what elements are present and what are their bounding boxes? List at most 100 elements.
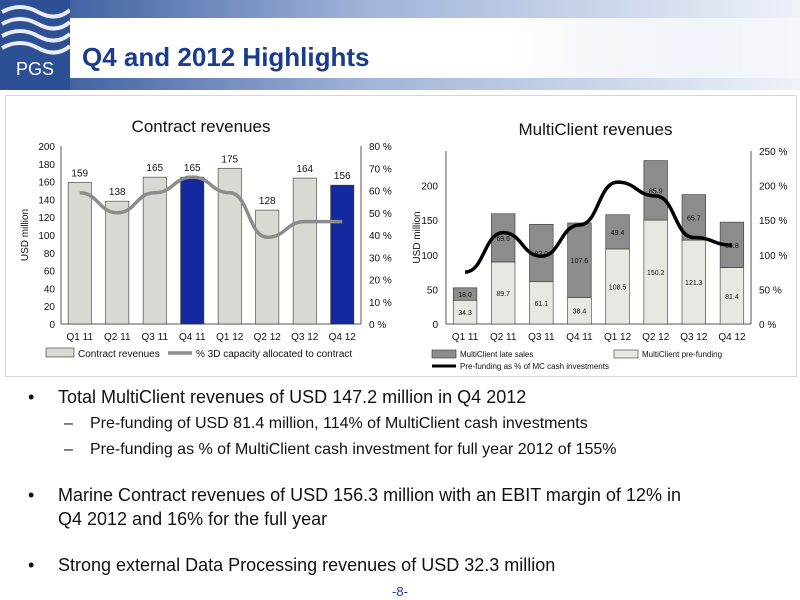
contract-y-tick: 100 xyxy=(38,231,55,242)
multiclient-late-sales-bar xyxy=(452,287,478,301)
multiclient-y-tick: 50 xyxy=(427,285,439,296)
multiclient-prefunding-pct-line xyxy=(464,180,732,274)
bullet-dot-1: • xyxy=(28,387,35,407)
contract-bar-label: 138 xyxy=(109,187,126,198)
contract-y-tick: 0 xyxy=(49,320,55,331)
contract-y-label: USD million xyxy=(20,209,31,261)
contract-y-tick: 80 xyxy=(44,249,56,260)
multiclient-late-sales-label: 85.9 xyxy=(649,188,663,195)
contract-x-tick: Q3 11 xyxy=(142,332,169,343)
multiclient-y2-tick: 200 % xyxy=(759,182,787,193)
multiclient-y-tick: 150 xyxy=(421,216,438,227)
contract-bar-label: 165 xyxy=(184,163,201,174)
multiclient-prefunding-label: 38.4 xyxy=(573,309,587,316)
multiclient-prefunding-label: 34.3 xyxy=(458,310,472,317)
contract-bar-label: 165 xyxy=(146,163,163,174)
contract-bar xyxy=(105,200,130,325)
contract-bar-label: 175 xyxy=(221,154,238,165)
contract-bar xyxy=(292,177,317,325)
contract-y2-tick: 10 % xyxy=(369,298,392,309)
multiclient-prefunding-label: 81.4 xyxy=(725,294,739,301)
contract-y-tick: 180 xyxy=(38,160,55,171)
charts-panel: Contract revenues 0 20 40 60 80 100 120 140 160 18… xyxy=(5,95,797,377)
bullet-3: Strong external Data Processing revenues… xyxy=(58,555,556,575)
contract-y-tick: 140 xyxy=(38,195,55,206)
contract-y-tick: 120 xyxy=(38,213,55,224)
contract-y2-tick: 50 % xyxy=(369,209,392,220)
contract-y2-tick: 30 % xyxy=(369,253,392,264)
contract-x-tick: Q2 12 xyxy=(254,332,282,343)
multiclient-y2-tick: 250 % xyxy=(759,147,787,158)
multiclient-chart-title: MultiClient revenues xyxy=(518,120,672,139)
bullet-dot-3: • xyxy=(28,555,35,575)
multiclient-late-sales-label: 69.6 xyxy=(496,236,510,243)
multiclient-prefunding-label: 108.5 xyxy=(609,284,627,291)
contract-x-tick: Q1 12 xyxy=(216,332,244,343)
multiclient-y2-tick: 50 % xyxy=(759,285,782,296)
multiclient-y2-tick: 0 % xyxy=(759,320,776,331)
contract-bar-label: 156 xyxy=(334,171,351,182)
multiclient-legend-prefunding: MultiClient pre-funding xyxy=(642,350,722,359)
contract-y2-tick: 60 % xyxy=(369,187,392,198)
multiclient-y-tick: 100 xyxy=(421,251,438,262)
multiclient-x-tick: Q4 11 xyxy=(566,332,593,343)
multiclient-legend-late: MultiClient late sales xyxy=(460,350,533,359)
sub-bullet-dash-2: – xyxy=(64,441,73,458)
multiclient-late-sales-label: 65.8 xyxy=(725,243,739,250)
contract-bar xyxy=(217,167,242,325)
multiclient-x-tick: Q2 11 xyxy=(490,332,517,343)
contract-bar-label: 128 xyxy=(259,196,276,207)
bullet-2-line-1: Marine Contract revenues of USD 156.3 mi… xyxy=(58,485,681,505)
contract-y-tick: 60 xyxy=(44,267,56,278)
multiclient-late-sales-bar xyxy=(605,214,630,250)
multiclient-y2-tick: 100 % xyxy=(759,251,787,262)
header-title-band xyxy=(70,18,800,78)
contract-bar xyxy=(330,184,355,325)
bullet-2-line-2: Q4 2012 and 16% for the full year xyxy=(58,509,328,529)
contract-y-tick: 160 xyxy=(38,178,55,189)
contract-y2-tick: 80 % xyxy=(369,142,392,153)
contract-bar xyxy=(180,176,205,325)
contract-bar-label: 164 xyxy=(296,164,313,175)
multiclient-late-sales-label: 18.0 xyxy=(458,292,472,299)
multiclient-legend-line: Pre-funding as % of MC cash investments xyxy=(460,362,609,371)
multiclient-x-tick: Q1 11 xyxy=(452,332,479,343)
multiclient-late-sales-label: 107.6 xyxy=(571,258,589,265)
contract-capacity-line xyxy=(79,175,343,239)
contract-y-tick: 20 xyxy=(44,302,56,313)
contract-x-tick: Q1 11 xyxy=(67,332,94,343)
multiclient-late-sales-label: 49.4 xyxy=(611,230,625,237)
multiclient-x-tick: Q2 12 xyxy=(642,332,670,343)
sub-bullet-dash-1: – xyxy=(64,415,73,432)
multiclient-prefunding-label: 150.2 xyxy=(647,270,665,277)
bullet-dot-2: • xyxy=(28,485,35,505)
multiclient-x-tick: Q1 12 xyxy=(604,332,632,343)
multiclient-y-label: USD million xyxy=(412,211,423,263)
contract-legend-line: % 3D capacity allocated to contract xyxy=(196,349,352,360)
multiclient-prefunding-label: 89.7 xyxy=(496,291,510,298)
multiclient-prefunding-label: 121.3 xyxy=(685,280,703,287)
sub-bullet-2: Pre-funding as % of MultiClient cash inv… xyxy=(90,441,617,458)
multiclient-legend-swatch-prefunding xyxy=(613,349,639,359)
multiclient-late-sales-bar xyxy=(567,222,592,298)
multiclient-y2-tick: 150 % xyxy=(759,216,787,227)
contract-y-tick: 40 xyxy=(44,284,56,295)
contract-y2-tick: 20 % xyxy=(369,276,392,287)
multiclient-late-sales-bar xyxy=(643,160,668,221)
contract-legend-bars: Contract revenues xyxy=(78,349,160,360)
page-title: Q4 and 2012 Highlights xyxy=(82,42,370,72)
contract-bar xyxy=(67,182,92,325)
multiclient-late-sales-label: 65.7 xyxy=(687,215,701,222)
page-number: -8- xyxy=(392,584,408,599)
sub-bullet-1: Pre-funding of USD 81.4 million, 114% of… xyxy=(90,415,588,432)
multiclient-late-sales-bar xyxy=(681,194,706,241)
logo-text: PGS xyxy=(16,59,54,79)
contract-bar xyxy=(255,209,280,325)
multiclient-y-tick: 0 xyxy=(432,320,438,331)
pgs-logo: PGS xyxy=(0,0,70,90)
contract-legend-swatch-bars xyxy=(45,347,75,358)
multiclient-x-tick: Q3 11 xyxy=(528,332,555,343)
multiclient-x-tick: Q4 12 xyxy=(718,332,746,343)
contract-y2-tick: 0 % xyxy=(369,320,386,331)
contract-x-tick: Q2 11 xyxy=(104,332,131,343)
